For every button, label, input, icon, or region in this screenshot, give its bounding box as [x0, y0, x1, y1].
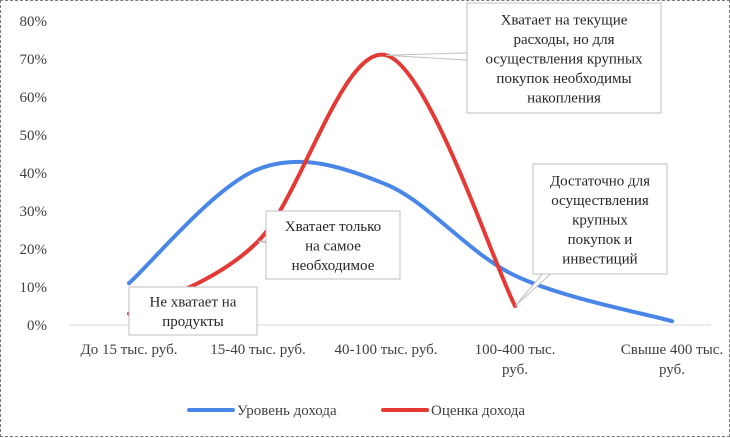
callout-text: инвестиций	[562, 251, 637, 267]
x-category-label: 100-400 тыс.	[475, 342, 556, 358]
callout-text: Хватает только	[285, 219, 381, 235]
callout-box-fill	[130, 288, 256, 334]
callout-text: необходимое	[292, 258, 375, 274]
y-tick-label: 60%	[20, 90, 48, 106]
callout-text: расходы, но для	[513, 32, 614, 48]
callout-text: осуществления	[551, 193, 649, 209]
callout-box-fill	[267, 212, 399, 278]
callout-text: продукты	[162, 314, 223, 330]
callout-text: крупных	[572, 212, 628, 228]
x-category-label: До 15 тыс. руб.	[80, 342, 177, 358]
y-tick-label: 80%	[20, 14, 48, 30]
x-category-label: руб.	[659, 362, 685, 378]
y-tick-label: 40%	[20, 166, 48, 182]
legend-label: Уровень дохода	[237, 403, 337, 419]
y-tick-label: 70%	[20, 52, 48, 68]
y-tick-label: 20%	[20, 242, 48, 258]
series-line-income-level	[127, 159, 674, 324]
x-category-label: Свыше 400 тыс.	[621, 342, 723, 358]
x-category-label: 15-40 тыс. руб.	[210, 342, 306, 358]
callout-text: покупок необходимы	[496, 71, 631, 87]
callout-text: Хватает на текущие	[501, 12, 628, 28]
x-category-label: 40-100 тыс. руб.	[334, 342, 437, 358]
callout-text: Не хватает на	[150, 295, 237, 311]
y-tick-label: 0%	[27, 318, 47, 334]
callout-text: покупок и	[568, 232, 633, 248]
y-tick-label: 50%	[20, 128, 48, 144]
callout-text: осуществления крупных	[485, 51, 643, 67]
legend-label: Оценка дохода	[431, 403, 525, 419]
y-tick-label: 30%	[20, 204, 48, 220]
series-line-income-assessment	[127, 52, 517, 316]
callout-box-fill	[468, 4, 660, 112]
callout-text: накопления	[527, 90, 601, 106]
callout-text: Достаточно для	[550, 173, 650, 189]
y-tick-label: 10%	[20, 280, 48, 296]
callout-text: на самое	[305, 238, 361, 254]
x-category-label: руб.	[502, 362, 528, 378]
callout-box-fill	[534, 165, 666, 273]
